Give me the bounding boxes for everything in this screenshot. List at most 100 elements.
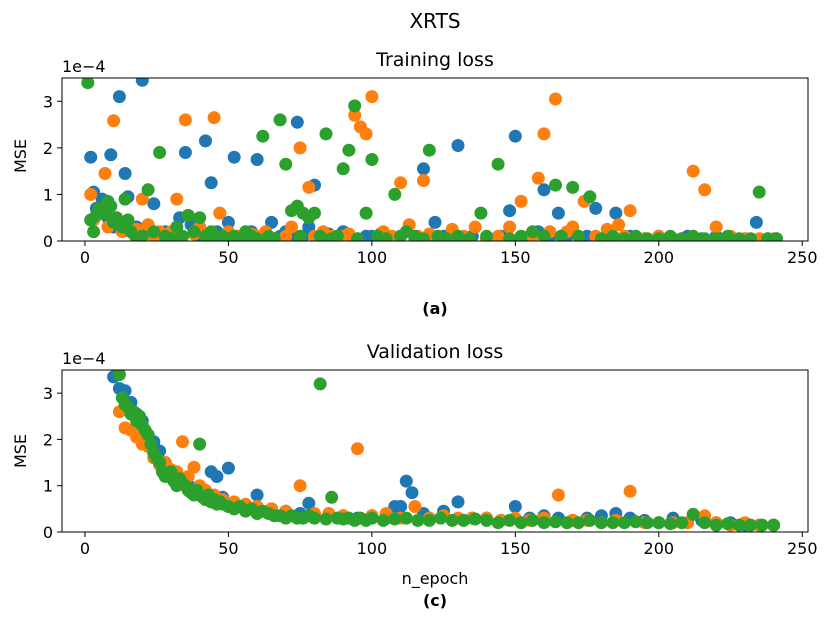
validation-series-green [112, 370, 781, 532]
validation-point [732, 518, 746, 532]
validation-point [698, 516, 712, 530]
validation-point [457, 513, 471, 527]
training-point [319, 127, 333, 141]
validation-point [376, 513, 390, 527]
validation-point [193, 437, 207, 451]
training-point [769, 232, 783, 241]
figure-suptitle: XRTS [409, 9, 460, 33]
validation-point [560, 516, 574, 530]
training-point [265, 215, 278, 229]
validation-point [767, 518, 781, 532]
validation-x-tick-label: 250 [787, 539, 818, 558]
training-point [686, 229, 700, 241]
training-point [250, 232, 264, 241]
training-y-tick-label: 2 [43, 139, 53, 158]
training-point [491, 229, 505, 241]
training-point [293, 229, 307, 241]
validation-point [399, 511, 413, 525]
validation-point [594, 516, 608, 530]
validation-point [365, 511, 379, 525]
training-axes: 0 50 100 150 200 250 0 1 2 3 [43, 77, 818, 267]
training-point [623, 204, 637, 218]
training-point [709, 220, 723, 234]
training-point [491, 157, 505, 171]
training-point [417, 174, 430, 187]
x-axis-label: n_epoch [402, 569, 469, 589]
training-point [359, 127, 373, 141]
training-point [468, 220, 482, 234]
validation-point [629, 515, 643, 529]
validation-point [445, 513, 459, 527]
training-point [348, 108, 362, 122]
training-point [549, 178, 562, 192]
training-point [537, 229, 551, 241]
training-point [663, 229, 677, 241]
training-point [698, 183, 712, 197]
training-point [612, 218, 626, 232]
training-point [503, 232, 517, 241]
validation-point [302, 496, 316, 510]
validation-point [709, 518, 723, 532]
training-point [583, 190, 597, 204]
training-point [199, 134, 212, 148]
training-point [147, 225, 161, 239]
validation-point [434, 511, 448, 525]
validation-x-tick-label: 50 [218, 539, 238, 558]
training-point [293, 141, 307, 155]
training-point [594, 232, 608, 241]
training-point [87, 225, 101, 239]
validation-axes: 0 50 100 150 200 250 0 1 2 3 [43, 369, 818, 558]
training-x-tick-label: 200 [644, 248, 675, 267]
validation-y-tick-label: 0 [43, 523, 53, 542]
training-point [135, 229, 149, 241]
training-point [250, 153, 264, 166]
training-x-tick-label: 50 [218, 248, 238, 267]
training-point [104, 148, 118, 162]
training-point [178, 113, 192, 127]
training-point [273, 113, 287, 127]
training-point [279, 157, 293, 171]
validation-point [394, 500, 408, 513]
validation-point [319, 512, 333, 526]
training-point [118, 167, 132, 180]
validation-point [744, 518, 758, 532]
validation-point [652, 516, 666, 530]
training-x-tick-label: 150 [500, 248, 531, 267]
training-point [422, 143, 436, 157]
training-point [365, 153, 379, 166]
validation-point [112, 370, 126, 382]
training-point [164, 232, 178, 241]
validation-point [176, 435, 189, 449]
training-point [193, 211, 207, 225]
validation-point [399, 474, 413, 488]
training-point [589, 201, 603, 215]
training-offset-label: 1e−4 [62, 57, 106, 76]
validation-offset-label: 1e−4 [62, 349, 106, 368]
training-point [112, 90, 126, 104]
training-point [744, 232, 758, 241]
validation-point [187, 460, 201, 474]
validation-point [422, 513, 436, 527]
training-point [290, 115, 304, 129]
training-point [572, 229, 585, 241]
training-point [388, 187, 402, 201]
training-point [379, 232, 393, 241]
training-point [549, 92, 562, 106]
training-x-tick-label: 100 [357, 248, 388, 267]
training-point [256, 129, 270, 143]
training-point [121, 213, 135, 227]
training-point [351, 232, 364, 241]
training-point [107, 114, 121, 128]
validation-point [549, 515, 562, 529]
training-point [474, 206, 488, 220]
validation-point [351, 442, 364, 456]
training-point [342, 143, 356, 157]
training-point [503, 220, 517, 234]
training-loss-panel: Training loss 1e−4 MSE (a) 0 50 100 150 200 2… [11, 49, 818, 318]
training-point [204, 176, 218, 190]
training-point [336, 162, 350, 176]
training-point [84, 150, 98, 164]
validation-point [468, 512, 482, 526]
training-x-tick-label: 250 [787, 248, 818, 267]
training-point [428, 215, 442, 229]
